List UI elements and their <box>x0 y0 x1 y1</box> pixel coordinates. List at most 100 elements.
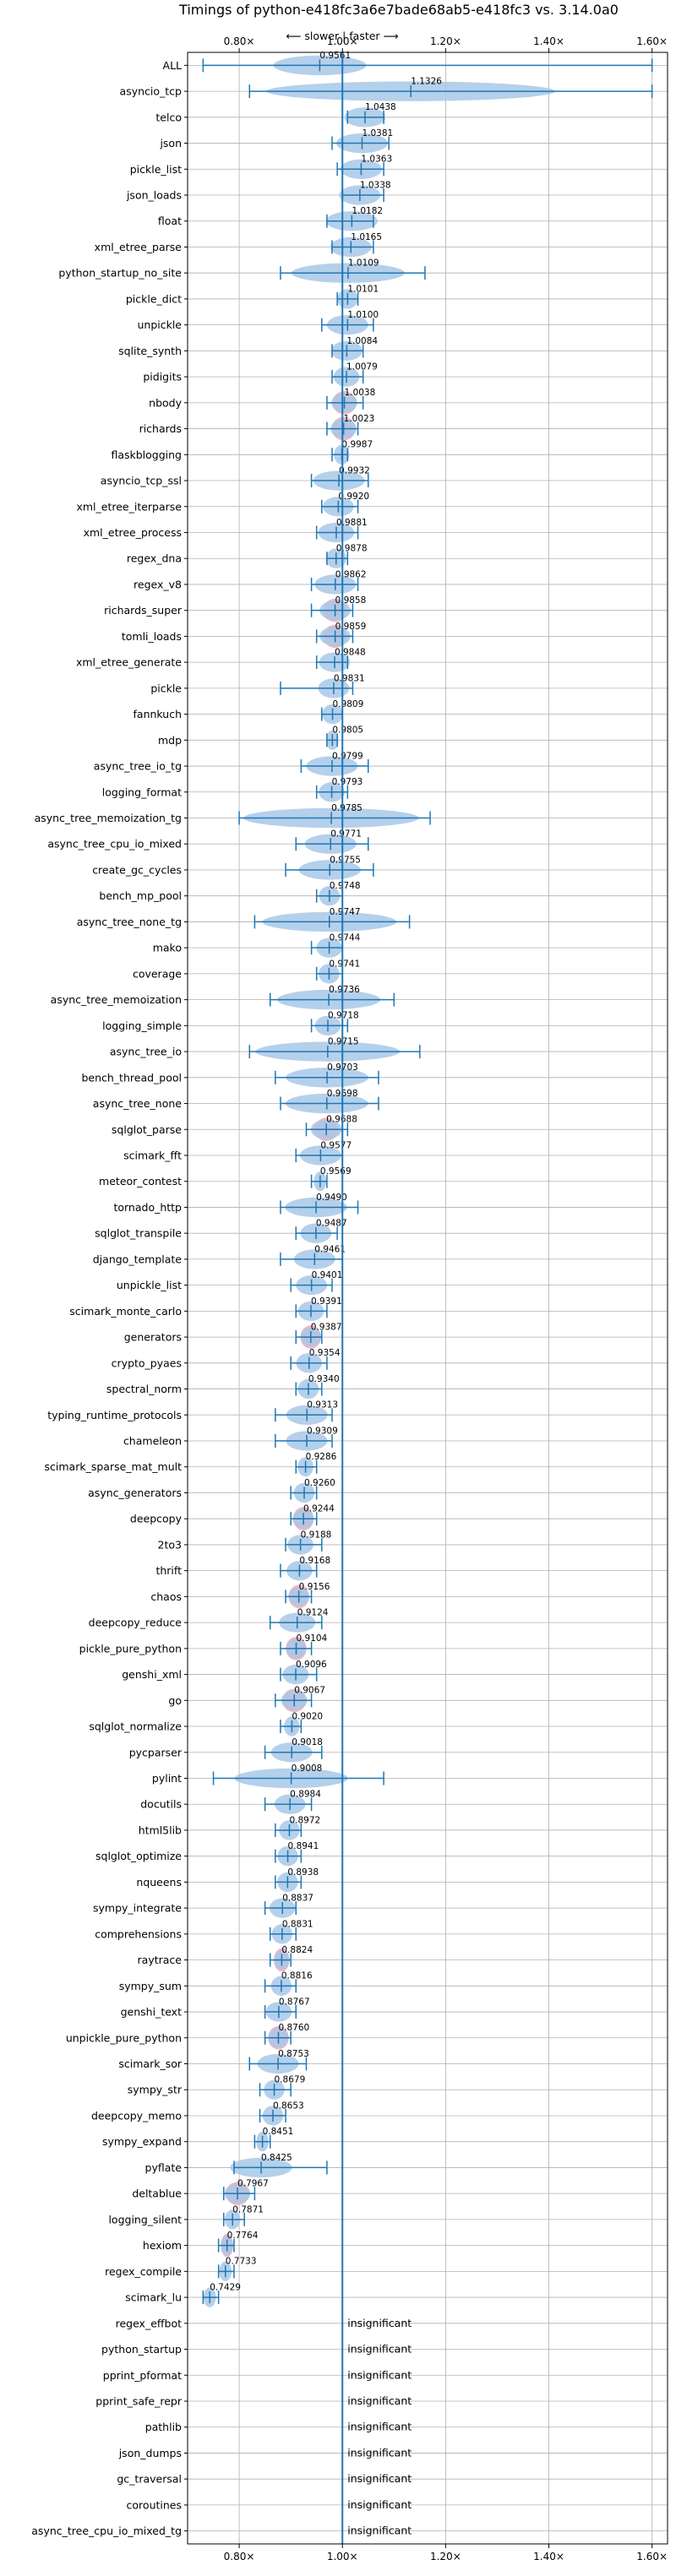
y-tick-label-tornado-http: tornado_http <box>113 1201 182 1214</box>
bottom-tick-label-0: 0.80× <box>224 2551 255 2562</box>
y-tick-label-hexiom: hexiom <box>143 2239 182 2252</box>
y-tick-label-unpickle: unpickle <box>137 318 182 331</box>
benchmark-row-sympy-sum: sympy_sum 0.8816 <box>119 1971 313 1997</box>
benchmark-row-genshi-text: genshi_text 0.8767 <box>121 1997 310 2022</box>
y-tick-label-scimark-fft: scimark_fft <box>123 1149 182 1161</box>
y-tick-label-regex-v8: regex_v8 <box>134 578 182 590</box>
benchmark-row-async-tree-memoization-tg: async_tree_memoization_tg 0.9785 <box>35 803 431 829</box>
benchmark-row-deepcopy-reduce: deepcopy_reduce 0.9124 <box>89 1608 329 1633</box>
y-tick-label-asyncio-tcp-ssl: asyncio_tcp_ssl <box>101 475 182 487</box>
value-label-pidigits: 1.0079 <box>346 362 378 372</box>
benchmark-row-sympy-expand: sympy_expand 0.8451 <box>102 2127 294 2152</box>
benchmark-row-scimark-sor: scimark_sor 0.8753 <box>118 2049 309 2074</box>
benchmark-row-tomli-loads: tomli_loads 0.9859 <box>122 622 366 649</box>
benchmark-row-pickle-pure-python: pickle_pure_python 0.9104 <box>79 1633 328 1660</box>
benchmark-row-chameleon: chameleon 0.9309 <box>123 1426 338 1451</box>
insignificant-label-coroutines: insignificant <box>347 2498 412 2511</box>
value-label-sympy-sum: 0.8816 <box>281 1971 313 1981</box>
y-tick-label-scimark-sparse-mat-mult: scimark_sparse_mat_mult <box>45 1460 183 1473</box>
y-tick-label-unpickle-list: unpickle_list <box>117 1279 182 1291</box>
value-label-pylint: 0.9008 <box>292 1764 323 1774</box>
y-tick-label-generators: generators <box>124 1331 182 1344</box>
value-label-chameleon: 0.9309 <box>307 1426 338 1436</box>
benchmark-row-gc-traversal: gc_traversal insignificant <box>117 2472 412 2486</box>
top-tick-label-1: 1.00× <box>327 35 358 47</box>
y-tick-label-bench-mp-pool: bench_mp_pool <box>99 889 182 902</box>
y-tick-label-pprint-safe-repr: pprint_safe_repr <box>95 2394 183 2407</box>
y-tick-label-pickle: pickle <box>150 682 182 694</box>
value-label-typing-runtime-protocols: 0.9313 <box>307 1400 338 1410</box>
benchmark-row-sympy-str: sympy_str 0.8679 <box>128 2075 306 2100</box>
y-tick-label-sqlglot-normalize: sqlglot_normalize <box>89 1720 182 1733</box>
benchmark-row-pylint: pylint 0.9008 <box>152 1764 384 1789</box>
y-tick-label-xml-etree-iterparse: xml_etree_iterparse <box>76 500 182 513</box>
benchmark-row-logging-format: logging_format 0.9793 <box>102 777 363 802</box>
benchmark-row-unpickle-list: unpickle_list 0.9401 <box>117 1270 342 1296</box>
benchmark-row-xml-etree-parse: xml_etree_parse 1.0165 <box>95 232 382 258</box>
benchmark-row-nbody: nbody 1.0038 <box>149 388 375 415</box>
y-tick-label-pprint-pformat: pprint_pformat <box>103 2369 182 2382</box>
value-label-scimark-sparse-mat-mult: 0.9286 <box>306 1452 337 1462</box>
insignificant-label-gc-traversal: insignificant <box>347 2472 412 2485</box>
value-label-python-startup-no-site: 1.0109 <box>348 258 379 269</box>
direction-label: ⟵ slower | faster ⟶ <box>286 30 399 42</box>
y-tick-label-all: ALL <box>163 59 183 72</box>
value-label-tornado-http: 0.9490 <box>316 1193 347 1203</box>
value-label-flaskblogging: 0.9987 <box>341 440 373 450</box>
y-tick-label-async-tree-memoization-tg: async_tree_memoization_tg <box>35 812 182 824</box>
value-label-logging-simple: 0.9718 <box>328 1011 359 1021</box>
y-tick-label-asyncio-tcp: asyncio_tcp <box>120 85 183 98</box>
benchmark-row-crypto-pyaes: crypto_pyaes 0.9354 <box>112 1348 341 1373</box>
value-label-deepcopy: 0.9244 <box>303 1504 335 1514</box>
y-tick-label-richards: richards <box>139 422 182 435</box>
benchmark-row-richards: richards 1.0023 <box>139 414 374 441</box>
value-label-sympy-str: 0.8679 <box>275 2075 306 2085</box>
benchmark-row-logging-silent: logging_silent 0.7871 <box>108 2204 264 2230</box>
value-label-regex-dna: 0.9878 <box>336 544 368 554</box>
y-tick-label-regex-compile: regex_compile <box>105 2265 182 2278</box>
y-tick-label-chameleon: chameleon <box>123 1435 182 1448</box>
value-label-genshi-text: 0.8767 <box>279 1997 310 2007</box>
value-label-regex-compile: 0.7733 <box>226 2257 257 2267</box>
value-label-mako: 0.9744 <box>330 933 361 943</box>
benchmark-row-sqlglot-transpile: sqlglot_transpile 0.9487 <box>95 1219 347 1243</box>
benchmark-row-json-loads: json_loads 1.0338 <box>126 180 391 205</box>
benchmark-row-genshi-xml: genshi_xml 0.9096 <box>122 1660 327 1685</box>
benchmark-row-bench-mp-pool: bench_mp_pool 0.9748 <box>99 881 361 906</box>
y-tick-label-xml-etree-generate: xml_etree_generate <box>76 656 182 669</box>
y-tick-label-telco: telco <box>155 111 182 123</box>
value-label-crypto-pyaes: 0.9354 <box>309 1348 341 1358</box>
y-tick-label-nbody: nbody <box>149 396 182 409</box>
value-label-pickle-list: 1.0363 <box>361 155 392 165</box>
value-label-coverage: 0.9741 <box>329 959 360 969</box>
value-label-django-template: 0.9461 <box>314 1244 346 1254</box>
y-tick-label-thrift: thrift <box>155 1564 182 1577</box>
y-tick-label-async-tree-cpu-io-mixed: async_tree_cpu_io_mixed <box>47 838 182 851</box>
y-tick-label-async-tree-io-tg: async_tree_io_tg <box>94 760 182 773</box>
y-tick-label-html5lib: html5lib <box>139 1823 182 1836</box>
value-label-xml-etree-parse: 1.0165 <box>351 232 382 242</box>
y-tick-label-deepcopy: deepcopy <box>130 1513 183 1525</box>
value-label-create-gc-cycles: 0.9755 <box>330 855 361 865</box>
value-label-async-generators: 0.9260 <box>304 1478 335 1488</box>
value-label-sympy-expand: 0.8451 <box>263 2127 294 2137</box>
benchmark-row-richards-super: richards_super 0.9858 <box>104 595 366 622</box>
value-label-go: 0.9067 <box>294 1686 325 1696</box>
y-tick-label-2to3: 2to3 <box>158 1538 182 1551</box>
benchmark-row-sqlglot-optimize: sqlglot_optimize 0.8941 <box>95 1841 319 1867</box>
y-tick-label-sympy-str: sympy_str <box>128 2084 183 2096</box>
benchmark-row-async-tree-io-tg: async_tree_io_tg 0.9799 <box>94 751 369 776</box>
value-label-unpickle: 1.0100 <box>347 310 379 320</box>
benchmark-row-pidigits: pidigits 1.0079 <box>143 362 378 387</box>
y-tick-label-regex-dna: regex_dna <box>127 552 182 565</box>
y-tick-label-flaskblogging: flaskblogging <box>111 448 182 461</box>
value-label-docutils: 0.8984 <box>290 1790 321 1800</box>
benchmark-row-scimark-fft: scimark_fft 0.9577 <box>123 1140 352 1166</box>
value-label-html5lib: 0.8972 <box>289 1815 320 1825</box>
value-label-sympy-integrate: 0.8837 <box>282 1894 313 1904</box>
benchmark-row-mdp: mdp 0.9805 <box>158 726 363 751</box>
y-tick-label-float: float <box>158 215 182 227</box>
y-tick-label-spectral-norm: spectral_norm <box>106 1383 182 1395</box>
